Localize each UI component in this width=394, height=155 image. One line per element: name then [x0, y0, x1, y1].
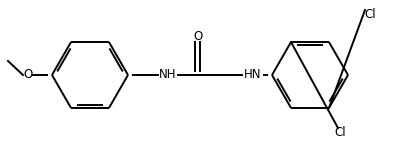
- Text: NH: NH: [159, 69, 177, 82]
- Text: O: O: [193, 31, 203, 44]
- Text: Cl: Cl: [364, 9, 376, 22]
- Text: Cl: Cl: [334, 126, 346, 140]
- Text: O: O: [23, 69, 33, 82]
- Text: HN: HN: [244, 69, 262, 82]
